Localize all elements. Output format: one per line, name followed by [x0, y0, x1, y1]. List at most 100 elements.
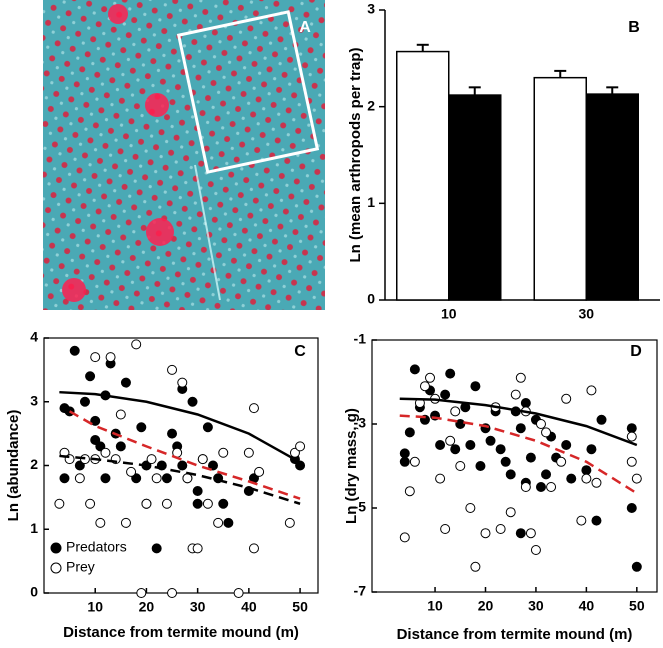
y-tick-label: -1: [354, 331, 367, 347]
point: [167, 588, 178, 598]
bar: [585, 93, 639, 301]
point: [59, 473, 70, 484]
point: [208, 460, 219, 471]
legend-label: Prey: [66, 559, 95, 575]
point: [120, 377, 131, 388]
point: [435, 473, 446, 484]
point: [289, 447, 300, 458]
point: [167, 428, 178, 439]
point: [465, 503, 476, 513]
point: [131, 339, 142, 350]
point: [167, 364, 178, 375]
point: [218, 447, 229, 458]
point: [90, 352, 101, 363]
point: [295, 441, 306, 452]
point: [495, 444, 506, 455]
legend-marker: [50, 542, 62, 554]
point: [409, 456, 420, 467]
plot-frame: [371, 339, 658, 593]
point: [192, 543, 203, 554]
point: [105, 352, 116, 363]
point: [254, 466, 265, 477]
y-tick-label: 0: [30, 584, 38, 600]
point: [177, 377, 188, 388]
point: [626, 431, 637, 442]
point: [500, 456, 511, 467]
point: [100, 473, 111, 484]
point: [182, 473, 193, 484]
point: [146, 454, 157, 465]
x-tick-label: 30: [528, 598, 544, 614]
point: [69, 345, 80, 356]
point: [243, 447, 254, 458]
point: [510, 389, 521, 400]
x-tick-label: 50: [292, 599, 308, 615]
point: [90, 435, 101, 445]
point: [115, 409, 126, 420]
point: [631, 473, 642, 484]
y-tick-label: -7: [354, 583, 367, 599]
x-tick-label: 10: [441, 306, 457, 322]
point: [515, 423, 526, 434]
point: [202, 498, 213, 509]
point: [576, 515, 587, 526]
x-axis-label: Distance from termite mound (m): [397, 626, 633, 643]
point: [435, 440, 446, 450]
y-axis-label: Ln (mean arthropods per trap): [347, 47, 364, 262]
point: [115, 441, 126, 452]
point: [131, 473, 142, 484]
point: [455, 461, 466, 471]
point: [530, 545, 541, 555]
y-tick-label: -3: [354, 415, 367, 431]
y-tick-label: 2: [30, 456, 38, 472]
fit-line: [399, 397, 638, 447]
point: [120, 517, 131, 528]
point: [566, 473, 577, 484]
point: [546, 482, 557, 492]
x-tick-label: 30: [578, 306, 594, 322]
bar: [448, 94, 502, 301]
point: [161, 473, 172, 484]
point: [631, 561, 642, 572]
point: [450, 444, 461, 455]
point: [192, 486, 203, 496]
point: [85, 498, 96, 509]
point: [440, 524, 451, 534]
point: [100, 447, 111, 458]
x-tick-label: 10: [87, 599, 103, 615]
point: [79, 396, 90, 407]
point: [177, 460, 188, 471]
point: [455, 419, 466, 429]
fit-line: [59, 390, 301, 464]
y-axis-label: Ln (abundance): [5, 410, 22, 522]
point: [95, 441, 106, 452]
point: [202, 422, 213, 433]
point: [295, 460, 306, 471]
point: [541, 427, 552, 438]
point: [248, 543, 259, 554]
y-tick-label: 3: [367, 1, 375, 17]
point: [626, 503, 637, 513]
point: [561, 393, 572, 404]
point: [525, 452, 536, 463]
panel-label: C: [294, 343, 306, 360]
x-tick-label: 40: [241, 599, 257, 615]
fit-line: [68, 410, 301, 500]
y-axis-label: Ln (dry mass, g): [343, 408, 360, 524]
y-tick-label: 1: [367, 194, 375, 210]
point: [581, 473, 592, 484]
x-tick-label: 40: [579, 598, 595, 614]
point: [399, 456, 410, 467]
point: [90, 415, 101, 426]
point: [126, 466, 137, 477]
point: [465, 440, 476, 450]
x-axis-label: Distance from termite mound (m): [63, 624, 299, 641]
y-tick-label: 3: [30, 392, 38, 408]
point: [535, 419, 546, 429]
point: [213, 517, 224, 528]
y-tick-label: 1: [30, 520, 38, 536]
point: [136, 588, 147, 598]
panel-label: B: [628, 19, 640, 36]
point: [515, 372, 526, 383]
point: [197, 454, 208, 465]
